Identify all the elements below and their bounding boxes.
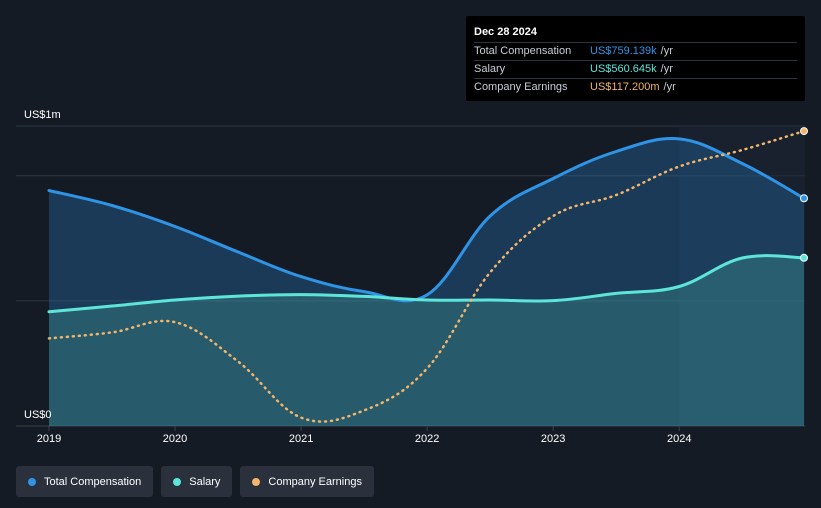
x-tick-label: 2020 [163, 433, 187, 445]
hover-tooltip: Dec 28 2024 Total Compensation US$759.13… [466, 16, 805, 101]
x-tick-label: 2024 [667, 433, 691, 445]
company-earnings-line [47, 129, 806, 423]
salary-line [47, 254, 806, 314]
tooltip-label: Company Earnings [474, 81, 568, 93]
salary-area [49, 255, 804, 426]
legend-company-earnings[interactable]: Company Earnings [240, 466, 374, 497]
total-compensation-area [49, 138, 804, 426]
tooltip-label: Total Compensation [474, 45, 572, 57]
y-axis-top-label: US$1m [24, 109, 61, 121]
series-lines [47, 129, 806, 423]
legend-salary[interactable]: Salary [161, 466, 233, 497]
tooltip-unit: /yr [660, 45, 673, 57]
x-tick-label: 2022 [415, 433, 439, 445]
tooltip-label: Salary [474, 63, 506, 75]
chart-legend: Total Compensation Salary Company Earnin… [16, 466, 382, 497]
total-compensation-endpoint [800, 194, 808, 203]
tooltip-unit: /yr [663, 81, 676, 93]
x-tick-label: 2023 [541, 433, 565, 445]
tooltip-value: US$560.645k [590, 63, 657, 75]
legend-dot-icon [252, 477, 261, 486]
legend-label: Company Earnings [268, 475, 362, 488]
y-axis-bottom-label: US$0 [24, 409, 52, 421]
series-endpoints [800, 127, 808, 262]
series-areas [49, 138, 804, 426]
x-tick-label: 2021 [289, 433, 313, 445]
total-compensation-line [47, 137, 806, 303]
tooltip-value: US$117.200m [590, 81, 660, 93]
tooltip-date: Dec 28 2024 [474, 26, 537, 38]
legend-dot-icon [28, 477, 36, 486]
tooltip-row-salary: Salary US$560.645k /yr [474, 60, 797, 78]
company-earnings-endpoint [800, 127, 808, 136]
legend-total-compensation[interactable]: Total Compensation [16, 466, 154, 497]
x-axis-ticks: 2019 2020 2021 2022 2023 2024 [37, 426, 691, 445]
legend-label: Salary [189, 475, 221, 488]
salary-endpoint [800, 253, 808, 262]
legend-label: Total Compensation [44, 475, 142, 488]
x-tick-label: 2019 [37, 433, 61, 445]
tooltip-value: US$759.139k [590, 45, 657, 57]
tooltip-row-company-earnings: Company Earnings US$117.200m /yr [474, 78, 797, 96]
legend-dot-icon [173, 477, 182, 486]
tooltip-unit: /yr [660, 63, 673, 75]
tooltip-row-total-compensation: Total Compensation US$759.139k /yr [474, 42, 797, 60]
